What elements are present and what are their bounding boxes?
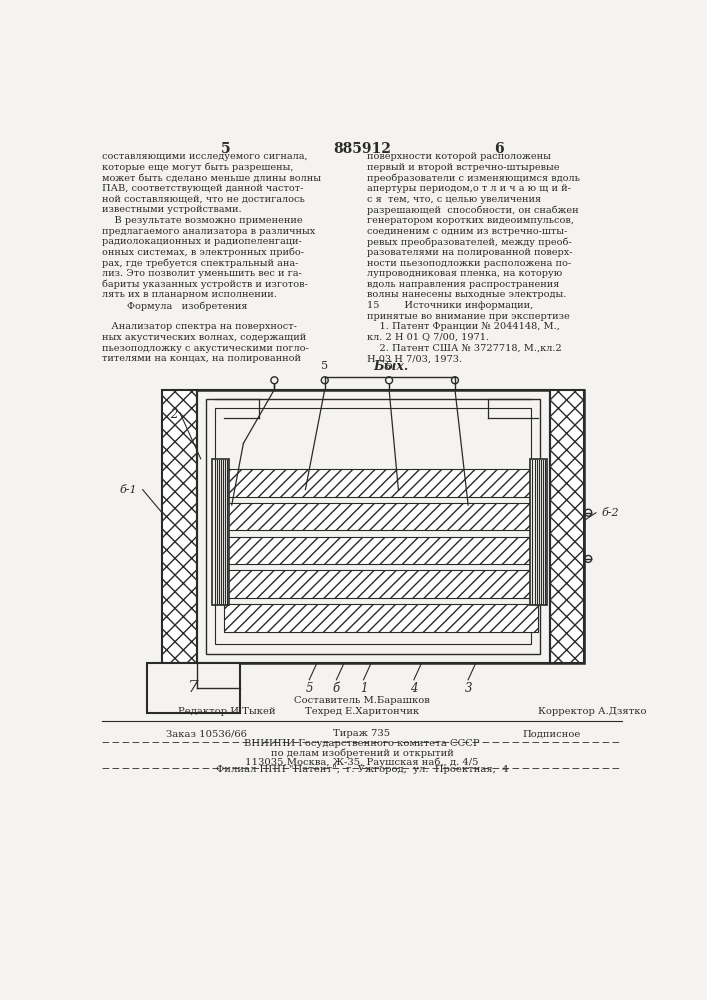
Text: тителями на концах, на полированной: тителями на концах, на полированной <box>103 354 301 363</box>
Text: 4: 4 <box>410 682 418 695</box>
Text: волны нанесены выходные электроды.: волны нанесены выходные электроды. <box>368 290 567 299</box>
Text: Составитель М.Барашков: Составитель М.Барашков <box>294 696 430 705</box>
Text: которые еще могут быть разрешены,: которые еще могут быть разрешены, <box>103 163 294 172</box>
Text: Техред Е.Харитончик: Техред Е.Харитончик <box>305 707 419 716</box>
Bar <box>224 604 538 632</box>
Text: ности пьезоподложки расположена по-: ности пьезоподложки расположена по- <box>368 259 571 268</box>
Text: лиз. Это позволит уменьшить вес и га-: лиз. Это позволит уменьшить вес и га- <box>103 269 302 278</box>
Text: может быть сделано меньше длины волны: может быть сделано меньше длины волны <box>103 174 321 183</box>
Text: Тираж 735: Тираж 735 <box>334 729 390 738</box>
Bar <box>216 408 531 644</box>
Bar <box>206 399 540 654</box>
Text: первый и второй встречно-штыревые: первый и второй встречно-штыревые <box>368 163 560 172</box>
Bar <box>530 459 547 605</box>
Bar <box>549 389 585 663</box>
Text: Формула   изобретения: Формула изобретения <box>103 301 248 311</box>
Text: Анализатор спектра на поверхност-: Анализатор спектра на поверхност- <box>103 322 297 331</box>
Text: радиолокационных и радиопеленгаци-: радиолокационных и радиопеленгаци- <box>103 237 302 246</box>
Text: генератором коротких видеоимпульсов,: генератором коротких видеоимпульсов, <box>368 216 574 225</box>
Text: 113035,Москва, Ж-35, Раушская наб., д. 4/5: 113035,Москва, Ж-35, Раушская наб., д. 4… <box>245 757 479 767</box>
Text: 1. Патент Франции № 2044148, М.,: 1. Патент Франции № 2044148, М., <box>368 322 560 331</box>
Text: разователями на полированной поверх-: разователями на полированной поверх- <box>368 248 573 257</box>
Text: предлагаемого анализатора в различных: предлагаемого анализатора в различных <box>103 227 315 236</box>
Text: Филиал ППП "Патент",  г. Ужгород,  ул.  Проектная,  4: Филиал ППП "Патент", г. Ужгород, ул. Про… <box>216 766 508 774</box>
Text: поверхности которой расположены: поверхности которой расположены <box>368 152 551 161</box>
Text: онных системах, в электронных прибо-: онных системах, в электронных прибо- <box>103 248 304 257</box>
Text: апертуры периодом,о т л и ч а ю щ и й-: апертуры периодом,о т л и ч а ю щ и й- <box>368 184 571 193</box>
Text: б-1: б-1 <box>120 485 137 495</box>
Text: составляющими исследуемого сигнала,: составляющими исследуемого сигнала, <box>103 152 308 161</box>
Text: разрешающей  способности, он снабжен: разрешающей способности, он снабжен <box>368 205 579 215</box>
Text: б-2: б-2 <box>602 508 619 518</box>
Text: ревых преобразователей, между преоб-: ревых преобразователей, между преоб- <box>368 237 572 247</box>
Text: кл. 2 Н 01 Q 7/00, 1971.: кл. 2 Н 01 Q 7/00, 1971. <box>368 333 489 342</box>
Text: Заказ 10536/66: Заказ 10536/66 <box>166 729 247 738</box>
Text: преобразователи с изменяющимся вдоль: преобразователи с изменяющимся вдоль <box>368 174 580 183</box>
Text: 3: 3 <box>464 682 472 695</box>
Text: 5: 5 <box>321 361 328 371</box>
Text: 5: 5 <box>385 361 392 371</box>
Text: 5: 5 <box>305 682 313 695</box>
Text: по делам изобретений и открытий: по делам изобретений и открытий <box>271 748 453 758</box>
Text: 2. Патент США № 3727718, М.,кл.2: 2. Патент США № 3727718, М.,кл.2 <box>368 344 562 353</box>
Text: 15        Источники информации,: 15 Источники информации, <box>368 301 534 310</box>
Text: 2: 2 <box>170 408 177 421</box>
Text: принятые во внимание при экспертизе: принятые во внимание при экспертизе <box>368 312 570 321</box>
Text: ных акустических волнах, содержащий: ных акустических волнах, содержащий <box>103 333 307 342</box>
Text: лять их в планарном исполнении.: лять их в планарном исполнении. <box>103 290 277 299</box>
Text: вдоль направления распространения: вдоль направления распространения <box>368 280 560 289</box>
Text: 6: 6 <box>494 142 504 156</box>
Text: ной составляющей, что не достигалось: ной составляющей, что не достигалось <box>103 195 305 204</box>
Text: Н 03 Н 7/03, 1973.: Н 03 Н 7/03, 1973. <box>368 354 462 363</box>
Text: Корректор А.Дзятко: Корректор А.Дзятко <box>538 707 646 716</box>
Text: известными устройствами.: известными устройствами. <box>103 205 242 214</box>
Text: пьезоподложку с акустическими погло-: пьезоподложку с акустическими погло- <box>103 344 309 353</box>
Text: Бых.: Бых. <box>373 360 408 373</box>
Bar <box>162 389 197 663</box>
Text: В результате возможно применение: В результате возможно применение <box>103 216 303 225</box>
Text: Редактор И.Тыкей: Редактор И.Тыкей <box>177 707 275 716</box>
Bar <box>146 663 240 713</box>
Bar <box>162 389 197 663</box>
Text: 5: 5 <box>221 142 230 156</box>
Text: 1: 1 <box>360 682 367 695</box>
Bar <box>224 469 538 497</box>
Text: рах, где требуется спектральный ана-: рах, где требуется спектральный ана- <box>103 259 298 268</box>
Text: ВНИИПИ Государственного комитета СССР: ВНИИПИ Государственного комитета СССР <box>244 739 480 748</box>
Text: Подписное: Подписное <box>522 729 580 738</box>
Text: бариты указанных устройств и изготов-: бариты указанных устройств и изготов- <box>103 280 308 289</box>
Bar <box>224 503 538 530</box>
Bar <box>549 389 585 663</box>
Text: с я  тем, что, с целью увеличения: с я тем, что, с целью увеличения <box>368 195 542 204</box>
Bar <box>162 389 585 663</box>
Text: ПАВ, соответствующей данной частот-: ПАВ, соответствующей данной частот- <box>103 184 304 193</box>
Text: б: б <box>333 682 340 695</box>
Bar <box>197 389 549 663</box>
Bar <box>212 459 230 605</box>
Bar <box>224 537 538 564</box>
Bar <box>224 570 538 598</box>
Text: соединеним с одним из встречно-шты-: соединеним с одним из встречно-шты- <box>368 227 568 236</box>
Text: 885912: 885912 <box>333 142 391 156</box>
Text: 7: 7 <box>187 679 198 696</box>
Text: лупроводниковая пленка, на которую: лупроводниковая пленка, на которую <box>368 269 563 278</box>
